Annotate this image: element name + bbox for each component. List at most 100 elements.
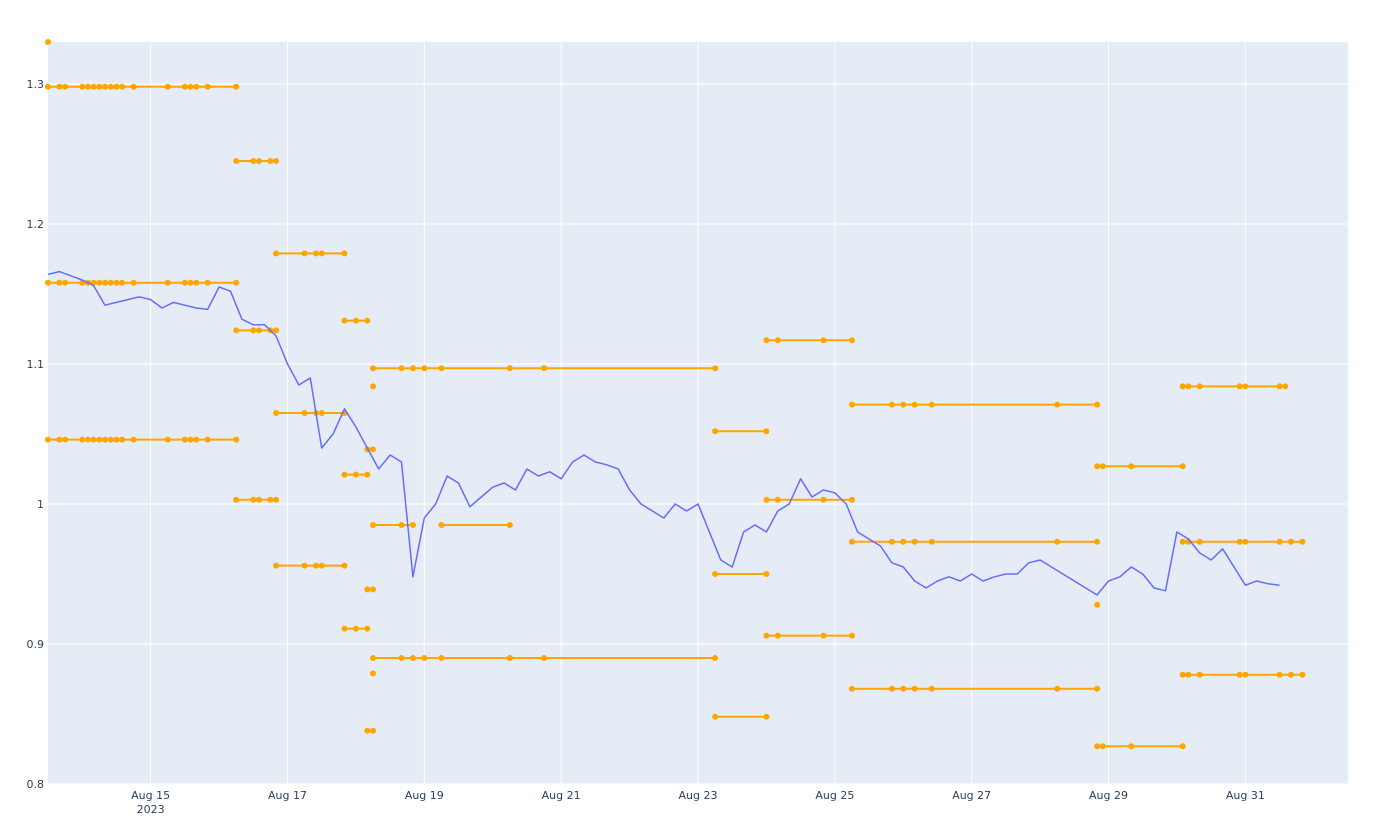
level-marker bbox=[712, 428, 719, 435]
level-marker bbox=[204, 279, 211, 286]
level-marker bbox=[398, 365, 405, 372]
level-marker bbox=[96, 83, 103, 90]
level-marker bbox=[1054, 685, 1061, 692]
y-tick-label: 1.2 bbox=[27, 218, 45, 231]
level-marker bbox=[312, 250, 319, 257]
level-marker bbox=[848, 337, 855, 344]
level-marker bbox=[774, 337, 781, 344]
y-tick-label: 0.8 bbox=[27, 778, 45, 791]
level-marker bbox=[113, 436, 120, 443]
level-marker bbox=[1099, 463, 1106, 470]
level-marker bbox=[1236, 671, 1243, 678]
level-marker bbox=[928, 538, 935, 545]
level-marker bbox=[1196, 538, 1203, 545]
level-marker bbox=[774, 632, 781, 639]
level-marker bbox=[301, 250, 308, 257]
level-marker bbox=[45, 279, 51, 286]
level-marker bbox=[900, 401, 907, 408]
level-marker bbox=[541, 655, 548, 661]
x-tick-label: Aug 17 bbox=[268, 789, 307, 802]
level-marker bbox=[1128, 463, 1135, 470]
level-marker bbox=[1179, 671, 1186, 678]
level-marker bbox=[421, 365, 428, 372]
level-marker bbox=[409, 522, 416, 528]
level-marker bbox=[1287, 671, 1294, 678]
level-marker bbox=[1299, 671, 1306, 678]
level-marker bbox=[301, 562, 308, 569]
level-marker bbox=[233, 279, 240, 286]
level-marker bbox=[1236, 538, 1243, 545]
level-marker bbox=[900, 685, 907, 692]
x-tick-label: Aug 23 bbox=[679, 789, 718, 802]
level-marker bbox=[341, 562, 348, 569]
level-marker bbox=[1185, 671, 1192, 678]
level-marker bbox=[506, 655, 513, 661]
level-marker bbox=[164, 279, 171, 286]
level-marker bbox=[84, 436, 91, 443]
level-marker bbox=[370, 586, 376, 593]
level-marker bbox=[79, 83, 86, 90]
level-marker bbox=[506, 365, 513, 372]
level-marker bbox=[193, 279, 200, 286]
level-marker bbox=[233, 158, 240, 164]
level-marker bbox=[820, 632, 827, 639]
level-marker bbox=[774, 496, 781, 503]
level-marker bbox=[438, 522, 445, 528]
level-marker bbox=[352, 625, 359, 632]
level-marker bbox=[62, 279, 69, 286]
level-marker bbox=[119, 436, 126, 443]
level-marker bbox=[370, 655, 376, 661]
x-tick-year-label: 2023 bbox=[137, 803, 165, 816]
level-marker bbox=[273, 327, 280, 334]
level-marker bbox=[370, 670, 376, 677]
level-marker bbox=[113, 279, 120, 286]
level-marker bbox=[421, 655, 428, 661]
level-marker bbox=[1287, 538, 1294, 545]
level-marker bbox=[130, 83, 137, 90]
level-marker bbox=[888, 538, 895, 545]
level-marker bbox=[233, 327, 240, 334]
level-marker bbox=[45, 39, 51, 45]
level-marker bbox=[62, 83, 69, 90]
level-marker bbox=[193, 436, 200, 443]
level-marker bbox=[187, 279, 194, 286]
level-marker bbox=[848, 401, 855, 408]
level-marker bbox=[113, 83, 120, 90]
level-marker bbox=[102, 83, 109, 90]
level-marker bbox=[204, 436, 211, 443]
y-tick-label: 0.9 bbox=[27, 638, 45, 651]
level-marker bbox=[900, 538, 907, 545]
level-marker bbox=[164, 436, 171, 443]
y-axis: 0.8 0.9 1 1.1 1.2 1.3 bbox=[27, 78, 45, 791]
y-tick-label: 1.1 bbox=[27, 358, 45, 371]
level-marker bbox=[763, 337, 770, 344]
level-marker bbox=[45, 83, 51, 90]
level-marker bbox=[763, 428, 770, 435]
level-marker bbox=[763, 632, 770, 639]
level-marker bbox=[1128, 743, 1135, 750]
level-marker bbox=[370, 522, 376, 528]
level-marker bbox=[1094, 601, 1101, 608]
level-marker bbox=[250, 158, 257, 164]
level-marker bbox=[364, 586, 371, 593]
level-marker bbox=[820, 496, 827, 503]
level-marker bbox=[318, 410, 325, 416]
level-marker bbox=[1054, 538, 1061, 545]
level-marker bbox=[273, 250, 280, 257]
level-marker bbox=[1242, 383, 1249, 390]
level-marker bbox=[312, 562, 319, 569]
level-marker bbox=[1094, 538, 1101, 545]
level-marker bbox=[1094, 401, 1101, 408]
level-marker bbox=[1094, 463, 1101, 470]
level-marker bbox=[318, 250, 325, 257]
level-marker bbox=[45, 436, 51, 443]
level-marker bbox=[352, 471, 359, 478]
level-marker bbox=[1299, 538, 1306, 545]
level-marker bbox=[364, 727, 371, 734]
level-marker bbox=[255, 496, 262, 503]
level-marker bbox=[911, 538, 918, 545]
level-marker bbox=[193, 83, 200, 90]
level-marker bbox=[107, 83, 114, 90]
level-marker bbox=[763, 496, 770, 503]
